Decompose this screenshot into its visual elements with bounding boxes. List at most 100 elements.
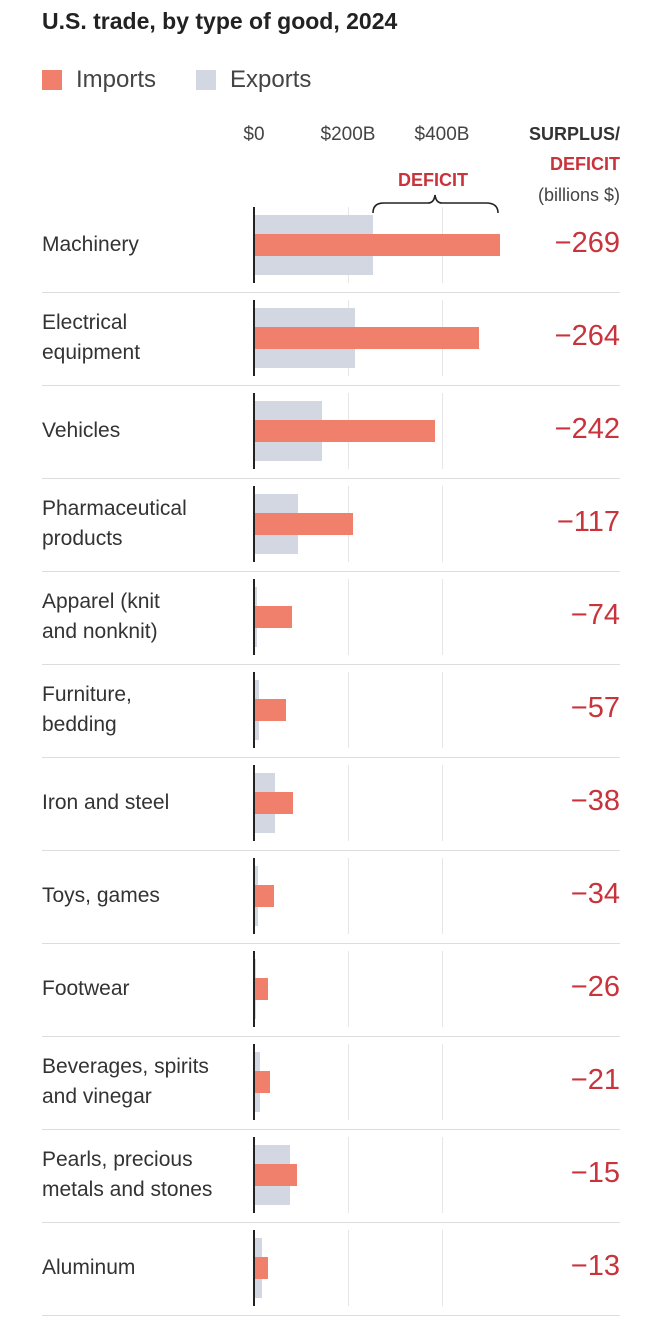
category-label-line: Apparel (knit — [42, 590, 160, 613]
row-separator — [42, 664, 620, 665]
gridline — [442, 579, 443, 655]
legend-imports: Imports — [76, 66, 157, 93]
category-label-line: Pearls, precious — [42, 1148, 193, 1171]
exports-swatch — [196, 70, 217, 90]
category-label-line: Pharmaceutical — [42, 497, 187, 520]
gridline — [348, 579, 349, 655]
gridline — [348, 951, 349, 1027]
row-separator — [42, 757, 620, 758]
import-bar — [254, 978, 269, 1000]
header-units: (billions $) — [537, 185, 620, 205]
balance-value: −242 — [554, 413, 620, 445]
gridline — [442, 858, 443, 934]
row-separator — [42, 1129, 620, 1130]
legend: Imports Exports — [42, 66, 311, 94]
import-bar — [254, 327, 480, 349]
gridline — [442, 765, 443, 841]
category-label: Furniture, bedding — [42, 680, 252, 740]
gridline — [348, 1230, 349, 1306]
x-tick-label: $0 — [243, 124, 265, 145]
zero-axis — [253, 300, 255, 376]
gridline — [348, 1044, 349, 1120]
import-bar — [254, 1071, 270, 1093]
zero-axis — [253, 765, 255, 841]
imports-swatch — [42, 70, 62, 90]
category-label: Electrical equipment — [42, 308, 252, 368]
category-label: Beverages, spirits and vinegar — [42, 1052, 252, 1112]
row-separator — [42, 478, 620, 479]
category-label-line: Vehicles — [42, 419, 121, 442]
balance-value: −26 — [570, 971, 620, 1003]
deficit-brace — [372, 194, 499, 214]
category-label: Iron and steel — [42, 788, 252, 818]
row-separator — [42, 850, 620, 851]
balance-value: −38 — [570, 785, 620, 817]
import-bar — [254, 885, 275, 907]
gridline — [348, 1137, 349, 1213]
balance-value: −15 — [570, 1157, 620, 1189]
chart-title: U.S. trade, by type of good, 2024 — [42, 8, 398, 34]
import-bar — [254, 606, 293, 628]
category-label: Machinery — [42, 230, 252, 260]
balance-value: −74 — [570, 599, 620, 631]
gridline — [442, 1044, 443, 1120]
category-label-line: Toys, games — [42, 884, 160, 907]
zero-axis — [253, 1137, 255, 1213]
balance-value: −21 — [570, 1064, 620, 1096]
category-label-line: equipment — [42, 341, 141, 364]
gridline — [442, 1137, 443, 1213]
row-separator — [42, 385, 620, 386]
balance-value: −34 — [570, 878, 620, 910]
header-surplus: SURPLUS/ — [528, 124, 620, 144]
row-separator — [42, 571, 620, 572]
zero-axis — [253, 393, 255, 469]
zero-axis — [253, 1044, 255, 1120]
x-tick-label: $400B — [414, 124, 470, 145]
category-label: Pharmaceutical products — [42, 494, 252, 554]
category-label-line: Beverages, spirits — [42, 1055, 209, 1078]
category-label-line: products — [42, 527, 123, 550]
balance-value: −264 — [554, 320, 620, 352]
category-label-line: bedding — [42, 713, 117, 736]
category-label-line: Aluminum — [42, 1256, 136, 1279]
balance-value: −117 — [556, 506, 620, 538]
import-bar — [254, 234, 500, 256]
balance-value: −269 — [554, 227, 620, 259]
import-bar — [254, 420, 436, 442]
gridline — [442, 1230, 443, 1306]
gridline — [442, 486, 443, 562]
import-bar — [254, 513, 354, 535]
gridline — [442, 951, 443, 1027]
row-separator — [42, 292, 620, 293]
balance-value: −57 — [570, 692, 620, 724]
zero-axis — [253, 951, 255, 1027]
gridline — [348, 858, 349, 934]
category-label-line: metals and stones — [42, 1178, 213, 1201]
category-label: Aluminum — [42, 1253, 252, 1283]
category-label: Footwear — [42, 974, 252, 1004]
category-label-line: and nonknit) — [42, 620, 158, 643]
import-bar — [254, 792, 293, 814]
category-label: Pearls, precious metals and stones — [42, 1145, 252, 1205]
category-label: Toys, games — [42, 881, 252, 911]
gridline — [348, 672, 349, 748]
category-label-line: Footwear — [42, 977, 130, 1000]
category-label-line: Electrical — [42, 311, 128, 334]
zero-axis — [253, 858, 255, 934]
zero-axis — [253, 1230, 255, 1306]
x-tick-label: $200B — [320, 124, 376, 145]
row-separator — [42, 1315, 620, 1316]
row-separator — [42, 1036, 620, 1037]
import-bar — [254, 1164, 297, 1186]
row-separator — [42, 943, 620, 944]
zero-axis — [253, 486, 255, 562]
category-label: Apparel (knit and nonknit) — [42, 587, 252, 647]
import-bar — [254, 1257, 269, 1279]
header-deficit: DEFICIT — [550, 154, 620, 174]
category-label-line: Machinery — [42, 233, 139, 256]
category-label-line: and vinegar — [42, 1085, 152, 1108]
category-label-line: Furniture, — [42, 683, 132, 706]
gridline — [348, 765, 349, 841]
category-label-line: Iron and steel — [42, 791, 170, 814]
